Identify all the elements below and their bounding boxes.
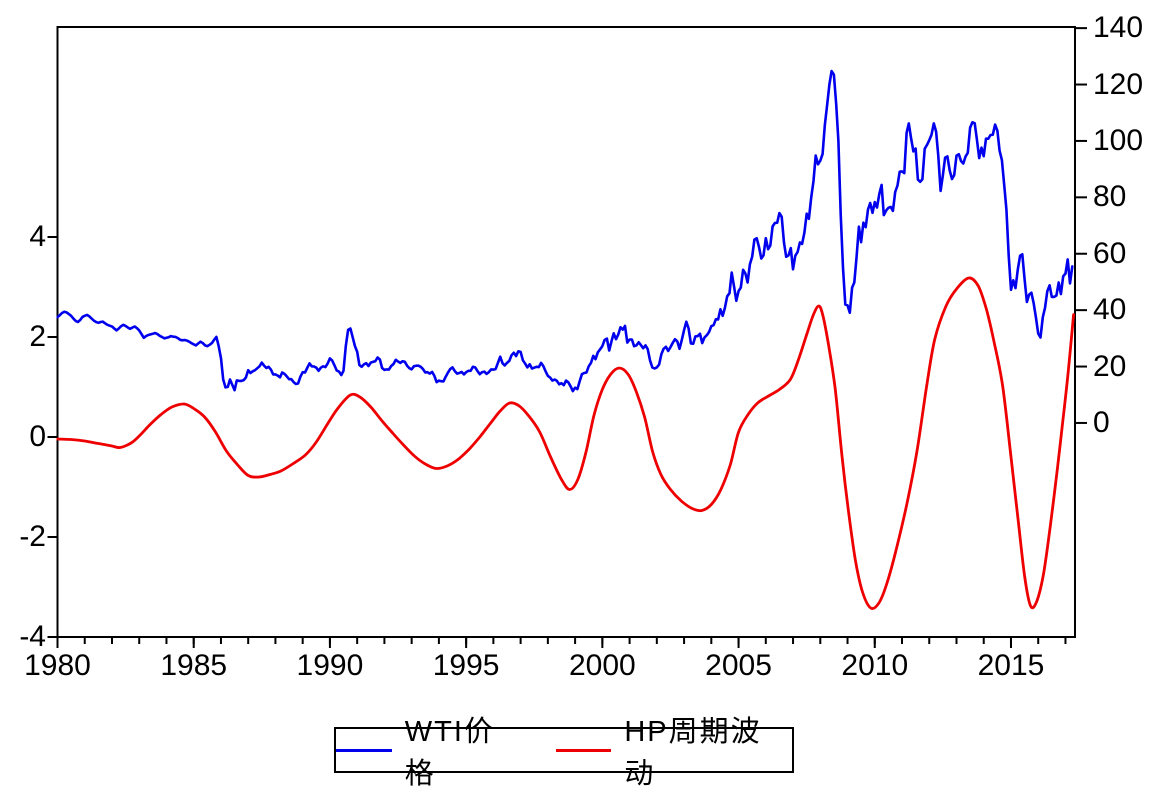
left-tick-label: 4 xyxy=(29,220,46,253)
right-tick-label: 120 xyxy=(1093,67,1144,101)
x-tick-label: 2015 xyxy=(977,649,1045,682)
right-tick-label: 60 xyxy=(1093,236,1127,270)
left-tick-label: 2 xyxy=(29,320,46,353)
right-tick-label: 80 xyxy=(1093,180,1127,214)
x-tick-label: 2010 xyxy=(841,649,909,682)
right-tick-label: 0 xyxy=(1093,405,1110,439)
right-tick-label: 140 xyxy=(1093,11,1144,45)
right-tick-label: 40 xyxy=(1093,293,1127,327)
right-tick-label: 20 xyxy=(1093,349,1127,383)
hp-line-swatch xyxy=(555,748,612,752)
wti-legend-label: WTI价格 xyxy=(404,716,495,790)
wti-line-swatch xyxy=(336,748,392,752)
x-tick-label: 2000 xyxy=(568,649,636,682)
plot-frame xyxy=(56,26,1076,638)
legend: WTI价格 HP周期波动 xyxy=(334,716,794,790)
legend-item-hp: HP周期波动 xyxy=(555,708,792,792)
x-tick-label: 1990 xyxy=(296,649,364,682)
hp-legend-label: HP周期波动 xyxy=(624,716,762,790)
hp-cycle-line xyxy=(56,276,1075,610)
x-tick-label: 1985 xyxy=(160,649,228,682)
right-tick-label: 100 xyxy=(1093,123,1144,157)
left-tick-label: 0 xyxy=(29,420,46,453)
x-tick-label: 1980 xyxy=(24,649,91,682)
x-tick-label: 1995 xyxy=(432,649,500,682)
x-tick-label: 2005 xyxy=(705,649,772,682)
left-tick-label: -4 xyxy=(19,620,46,653)
left-tick-label: -2 xyxy=(19,520,46,553)
wti-price-line xyxy=(56,69,1074,393)
legend-item-wti: WTI价格 xyxy=(336,708,526,792)
